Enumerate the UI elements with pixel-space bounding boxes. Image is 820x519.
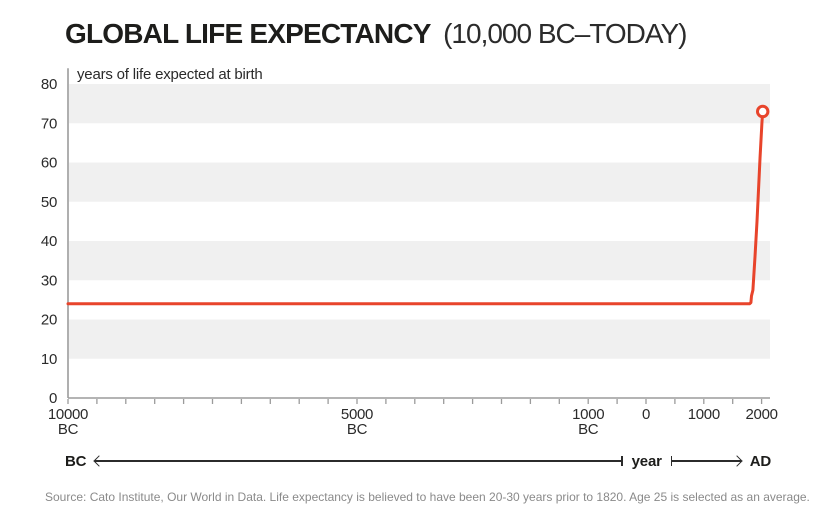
source-note: Source: Cato Institute, Our World in Dat… bbox=[45, 490, 810, 504]
chart-title-main: GLOBAL LIFE EXPECTANCY bbox=[65, 18, 431, 49]
y-axis-tick-label: 50 bbox=[41, 194, 57, 211]
grid-band bbox=[69, 162, 770, 202]
grid-band bbox=[69, 319, 770, 359]
timeline-ad-label: AD bbox=[749, 452, 771, 470]
y-axis-tick-label: 60 bbox=[41, 155, 57, 172]
x-axis-tick-label: 0 bbox=[642, 406, 650, 423]
y-axis-tick-label: 70 bbox=[41, 115, 57, 132]
life-expectancy-line bbox=[66, 110, 765, 306]
timeline-year-label: year bbox=[631, 452, 662, 470]
y-axis-tick-label: 30 bbox=[41, 272, 57, 289]
page-title: GLOBAL LIFE EXPECTANCY (10,000 BC–TODAY) bbox=[65, 18, 688, 49]
timeline-left-arrow-icon bbox=[95, 460, 623, 462]
x-axis-tick-label: 5000 BC bbox=[341, 406, 373, 438]
y-axis-tick-label: 20 bbox=[41, 312, 57, 329]
timeline-bc-label: BC bbox=[65, 452, 87, 470]
y-axis-tick-label: 40 bbox=[41, 233, 57, 250]
x-axis-tick-label: 1000 bbox=[688, 406, 720, 423]
grid-band bbox=[69, 84, 770, 124]
x-axis-tick-label: 2000 bbox=[746, 406, 778, 423]
y-axis-title: years of life expected at birth bbox=[77, 66, 263, 83]
line-end-marker bbox=[755, 104, 770, 119]
timeline-right-arrow-icon bbox=[670, 460, 741, 462]
x-axis-tick-label: 1000 BC bbox=[572, 406, 604, 438]
y-axis-tick-label: 0 bbox=[49, 390, 57, 407]
y-axis-tick-label: 80 bbox=[41, 76, 57, 93]
x-axis-tick-label: 10000 BC bbox=[48, 406, 88, 438]
y-axis-tick-label: 10 bbox=[41, 351, 57, 368]
timeline-annotation: BC year AD bbox=[65, 452, 771, 470]
grid-band bbox=[69, 241, 770, 281]
chart-title-range: (10,000 BC–TODAY) bbox=[443, 18, 687, 49]
